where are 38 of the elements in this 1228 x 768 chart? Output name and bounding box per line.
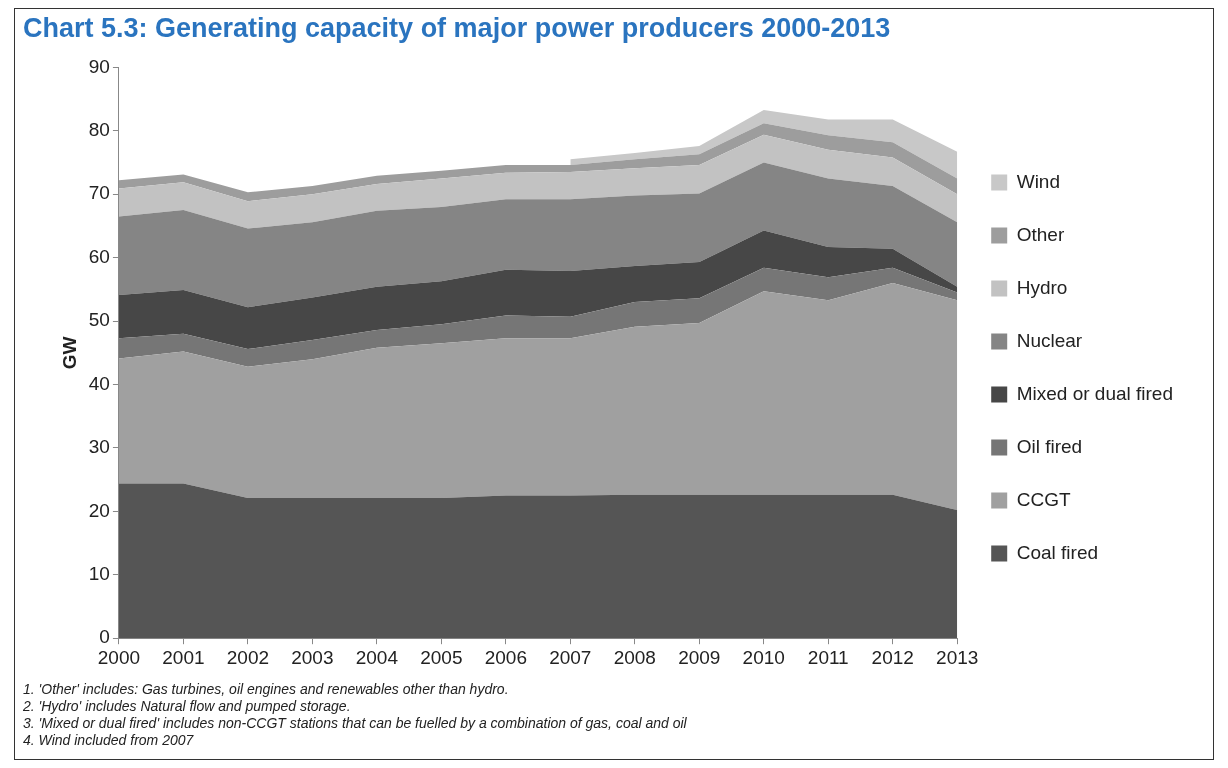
x-tick-label: 2011 — [807, 646, 849, 668]
y-tick-label: 50 — [88, 309, 110, 331]
x-tick-label: 2010 — [742, 646, 785, 668]
y-tick-label: 0 — [99, 626, 110, 648]
y-tick-label: 10 — [88, 563, 110, 585]
legend-label: Wind — [1016, 170, 1060, 192]
y-tick-label: 40 — [88, 372, 110, 394]
y-tick-label: 60 — [88, 245, 110, 267]
x-tick-label: 2013 — [936, 646, 979, 668]
text: 2. 'Hydro' includes Natural flow and pumped storage. — [23, 698, 352, 715]
x-tick-label: 2006 — [484, 646, 527, 668]
x-tick-label: 2005 — [420, 646, 463, 668]
x-tick-label: 2002 — [226, 646, 270, 668]
legend-label: Mixed or dual fired — [1016, 382, 1173, 404]
x-tick-label: 2007 — [549, 646, 592, 668]
y-tick-label: 70 — [88, 182, 110, 204]
x-tick-label: 2009 — [678, 646, 721, 668]
x-tick-label: 2001 — [162, 646, 205, 668]
legend-label: Hydro — [1016, 276, 1068, 298]
y-tick-label: 80 — [88, 119, 110, 141]
x-tick-label: 2003 — [291, 646, 334, 668]
y-tick-label: 30 — [88, 436, 110, 458]
text: 3. 'Mixed or dual fired' includes non-CCGT stations that can be fuelled by a combination of gas, coal and oil — [23, 715, 687, 732]
x-tick-label: 2008 — [613, 646, 656, 668]
legend-label: Coal fired — [1016, 541, 1099, 563]
legend-label: CCGT — [1016, 488, 1071, 510]
text: 1. 'Other' includes: Gas turbines, oil engines and renewables other than hydro. — [23, 681, 510, 698]
x-tick-label: 2000 — [97, 646, 141, 668]
chart-title: Chart 5.3: Generating capacity of major power producers 2000-2013 — [23, 13, 891, 44]
y-tick-label: 20 — [88, 499, 110, 521]
y-tick-label: 90 — [88, 55, 110, 77]
x-tick-label: 2012 — [871, 646, 914, 668]
x-tick-label: 2004 — [355, 646, 399, 668]
text: 4. Wind included from 2007 — [23, 732, 195, 749]
y-axis-title: GW — [58, 336, 80, 370]
legend-label: Nuclear — [1016, 329, 1083, 351]
legend-label: Oil fired — [1016, 435, 1083, 457]
legend-label: Other — [1016, 223, 1065, 245]
